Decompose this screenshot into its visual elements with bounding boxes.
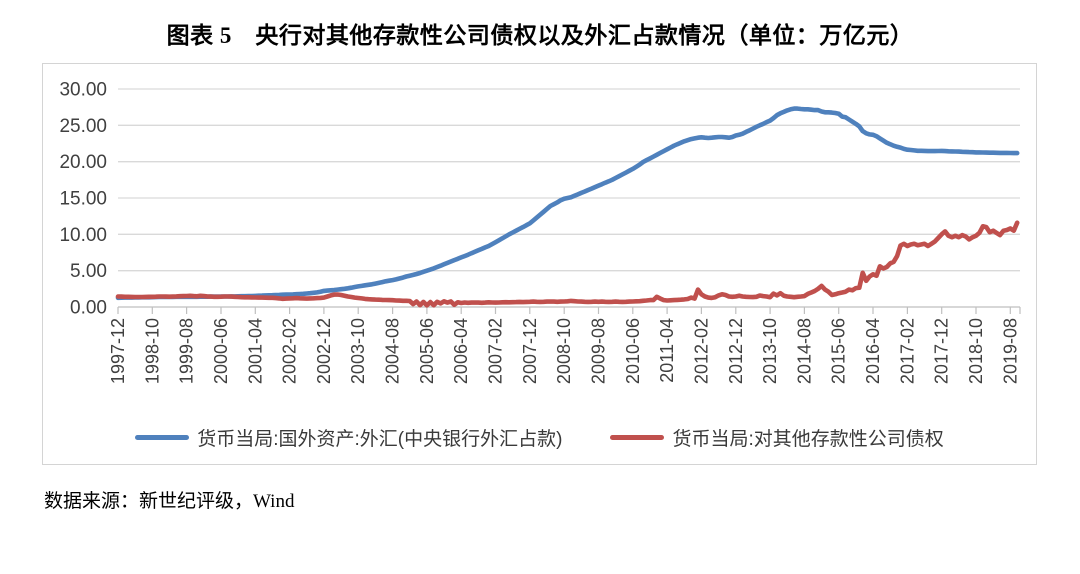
x-tick-label: 2000-06 <box>211 318 231 384</box>
x-tick-label: 2007-12 <box>520 318 540 384</box>
x-tick-label: 2012-02 <box>691 318 711 384</box>
line-chart-canvas: 0.00 5.00 10.00 15.00 20.00 25.00 30.00 1997-12… <box>59 80 1021 384</box>
x-tick-label: 2002-02 <box>280 318 300 384</box>
y-tick-label: 10.00 <box>59 225 107 246</box>
x-axis <box>117 306 1021 314</box>
x-tick-label: 2011-04 <box>657 318 677 383</box>
y-axis-labels: 0.00 5.00 10.00 15.00 20.00 25.00 30.00 <box>59 80 107 319</box>
y-tick-label: 0.00 <box>70 298 107 319</box>
x-tick-label: 2012-12 <box>726 318 746 384</box>
y-tick-label: 25.00 <box>59 116 107 137</box>
chart-legend: 货币当局:国外资产:外汇(中央银行外汇占款) 货币当局:对其他存款性公司债权 <box>43 424 1036 450</box>
series-claims-line <box>115 220 1020 308</box>
x-tick-label: 2006-04 <box>451 318 471 384</box>
x-tick-label: 2017-12 <box>932 318 952 384</box>
x-tick-label: 1999-08 <box>177 318 197 384</box>
series-fx-reserves-line <box>115 106 1020 301</box>
data-source-note: 数据来源：新世纪评级，Wind <box>44 491 295 512</box>
legend-line-blue-icon <box>135 434 190 440</box>
legend-line-red-icon <box>610 434 665 440</box>
legend-item-fx-reserves: 货币当局:国外资产:外汇(中央银行外汇占款) <box>135 424 562 451</box>
y-tick-label: 20.00 <box>59 152 107 173</box>
x-tick-label: 2007-02 <box>486 318 506 384</box>
page-title: 图表 5 央行对其他存款性公司债权以及外汇占款情况（单位：万亿元） <box>166 23 914 48</box>
x-tick-label: 2017-02 <box>897 318 917 384</box>
y-gridlines <box>118 88 1020 272</box>
x-tick-label: 2003-10 <box>348 318 368 384</box>
page: 图表 5 央行对其他存款性公司债权以及外汇占款情况（单位：万亿元） 0.00 5.… <box>0 16 1080 513</box>
x-tick-label: 2015-06 <box>829 318 849 384</box>
x-axis-labels: 1997-12 1998-10 1999-08 2000-06 2001-04 2002-… <box>108 318 1020 384</box>
x-tick-label: 2008-10 <box>554 318 574 384</box>
x-tick-label: 2004-08 <box>383 318 403 384</box>
x-tick-label: 2013-10 <box>760 318 780 384</box>
x-tick-label: 2010-06 <box>623 318 643 384</box>
x-tick-label: 2009-08 <box>589 318 609 384</box>
y-tick-label: 15.00 <box>59 189 107 210</box>
x-tick-label: 2019-08 <box>1000 318 1020 384</box>
x-tick-label: 1997-12 <box>108 318 128 384</box>
x-tick-label: 1998-10 <box>142 318 162 384</box>
x-tick-label: 2005-06 <box>417 318 437 384</box>
legend-label-fx-reserves: 货币当局:国外资产:外汇(中央银行外汇占款) <box>197 428 563 450</box>
x-tick-label: 2014-08 <box>794 318 814 384</box>
chart-frame: 0.00 5.00 10.00 15.00 20.00 25.00 30.00 1997-12… <box>42 63 1037 465</box>
y-tick-label: 30.00 <box>59 80 107 101</box>
legend-item-claims: 货币当局:对其他存款性公司债权 <box>610 424 944 451</box>
y-tick-label: 5.00 <box>70 261 107 282</box>
x-tick-label: 2002-12 <box>314 318 334 384</box>
x-tick-label: 2001-04 <box>245 318 265 384</box>
x-tick-label: 2016-04 <box>863 318 883 384</box>
x-tick-label: 2018-10 <box>966 318 986 384</box>
legend-label-claims: 货币当局:对其他存款性公司债权 <box>672 428 944 450</box>
